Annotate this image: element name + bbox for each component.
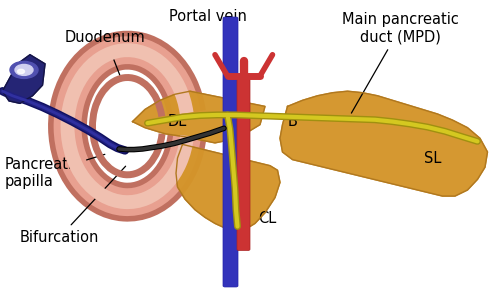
Text: DL: DL (168, 114, 187, 129)
Polygon shape (132, 91, 265, 143)
FancyBboxPatch shape (237, 75, 250, 250)
Circle shape (10, 61, 38, 78)
FancyBboxPatch shape (223, 17, 238, 287)
Polygon shape (280, 91, 488, 196)
Polygon shape (2, 55, 45, 103)
Text: Duodenum: Duodenum (65, 30, 146, 79)
Text: Pancreatic
papilla: Pancreatic papilla (5, 154, 105, 189)
Text: CL: CL (258, 211, 276, 226)
Circle shape (15, 64, 33, 75)
Text: Bifurcation: Bifurcation (20, 166, 126, 245)
Text: Main pancreatic
duct (MPD): Main pancreatic duct (MPD) (342, 12, 458, 113)
Circle shape (18, 69, 24, 74)
Text: B: B (288, 114, 298, 129)
Text: Portal vein: Portal vein (168, 9, 246, 24)
Text: SL: SL (424, 150, 441, 166)
Polygon shape (176, 144, 280, 231)
